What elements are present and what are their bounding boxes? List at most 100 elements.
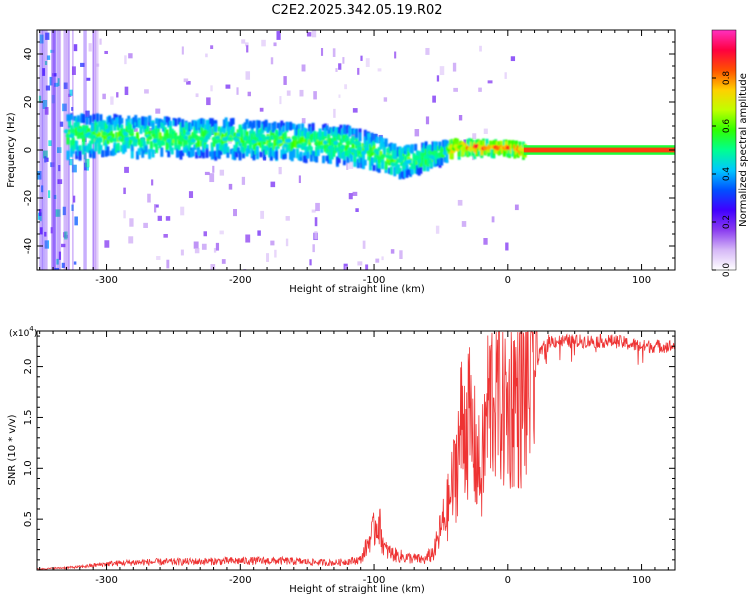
- noise-cell: [39, 34, 44, 44]
- band-cell: [269, 130, 273, 139]
- band-cell: [481, 140, 485, 147]
- band-cell: [233, 132, 237, 139]
- band-cell: [116, 117, 120, 124]
- band-cell: [217, 150, 221, 159]
- y-tick-label: 1.5: [23, 409, 34, 425]
- band-cell: [236, 129, 240, 135]
- noise-cell: [39, 227, 43, 235]
- band-cell: [257, 120, 261, 129]
- band-cell: [280, 130, 284, 139]
- band-cell: [349, 148, 353, 158]
- band-cell: [264, 145, 268, 155]
- band-core: [216, 138, 223, 144]
- noise-cell: [50, 49, 55, 53]
- band-cell: [273, 139, 277, 150]
- noise-cell: [123, 210, 126, 219]
- band-cell: [262, 145, 266, 154]
- cbar-tick-label: 0.6: [722, 119, 732, 134]
- band-cell: [73, 115, 77, 122]
- band-cell: [402, 163, 406, 170]
- band-cell: [429, 160, 433, 168]
- band-cell: [83, 146, 87, 152]
- band-cell: [288, 142, 292, 149]
- band-cell: [116, 124, 120, 131]
- band-cell: [90, 148, 94, 154]
- band-core: [390, 162, 396, 167]
- band-core: [234, 137, 240, 143]
- snr-axes: -300 -200 -100 0 100 0.5 1.0 1.5 2.0: [23, 331, 675, 586]
- noise-cell: [505, 242, 509, 251]
- band-cell: [325, 155, 329, 162]
- band-cell: [188, 151, 192, 158]
- band-cell: [75, 150, 79, 160]
- band-cell: [368, 143, 372, 152]
- noise-cell: [102, 93, 106, 100]
- band-cell: [299, 137, 303, 144]
- band-cell: [339, 138, 343, 146]
- noise-cell: [491, 216, 495, 223]
- band-cell: [521, 141, 525, 149]
- band-cell: [266, 126, 270, 134]
- band-cell: [283, 153, 287, 160]
- spectrogram-heatmap: [37, 30, 675, 270]
- x-tick-label: -200: [229, 575, 252, 586]
- band-cell: [349, 128, 353, 135]
- band-cell: [374, 154, 378, 163]
- noise-cell: [57, 179, 63, 185]
- band-core: [380, 153, 386, 159]
- band-cell: [464, 149, 468, 156]
- band-cell: [85, 145, 89, 153]
- noise-streak: [66, 30, 69, 270]
- band-cell: [287, 141, 291, 151]
- band-cell: [118, 130, 122, 141]
- noise-streak: [54, 30, 57, 270]
- band-cell: [308, 131, 312, 140]
- y-tick-label: 40: [23, 48, 34, 61]
- band-cell: [153, 141, 157, 148]
- band-cell: [400, 148, 404, 158]
- band-cell: [346, 150, 350, 159]
- band-cell: [367, 139, 371, 148]
- band-cell: [248, 139, 252, 150]
- band-cell: [509, 143, 513, 152]
- band-cell: [346, 156, 350, 163]
- band-cell: [325, 148, 329, 154]
- band-cell: [75, 140, 79, 151]
- band-cell: [457, 150, 461, 157]
- band-cell: [250, 148, 254, 157]
- band-cell: [252, 150, 256, 161]
- band-cell: [513, 148, 517, 159]
- band-cell: [341, 128, 345, 135]
- band-core: [178, 137, 184, 142]
- band-cell: [355, 128, 359, 138]
- noise-cell: [311, 209, 316, 213]
- band-cell: [219, 127, 223, 136]
- band-cell: [137, 148, 141, 155]
- band-cell: [252, 131, 256, 138]
- band-cell: [87, 143, 91, 150]
- noise-cell: [165, 216, 171, 221]
- band-cell: [363, 136, 367, 145]
- band-cell: [511, 140, 515, 146]
- band-cell: [355, 151, 359, 157]
- band-cell: [341, 152, 345, 159]
- band-cell: [485, 138, 489, 149]
- band-core: [124, 136, 130, 142]
- band-core: [133, 138, 139, 144]
- band-core: [183, 135, 190, 140]
- band-core: [242, 136, 249, 141]
- band-cell: [292, 148, 296, 158]
- band-cell: [395, 167, 399, 174]
- band-cell: [304, 128, 308, 139]
- band-cell: [377, 159, 381, 169]
- noise-cell: [425, 47, 430, 55]
- band-cell: [212, 120, 216, 127]
- noise-cell: [510, 56, 516, 62]
- band-cell: [210, 118, 214, 128]
- noise-cell: [83, 152, 87, 160]
- band-cell: [445, 140, 449, 147]
- band-cell: [313, 130, 317, 138]
- noise-cell: [104, 50, 108, 54]
- band-cell: [142, 146, 146, 154]
- noise-cell: [63, 82, 68, 89]
